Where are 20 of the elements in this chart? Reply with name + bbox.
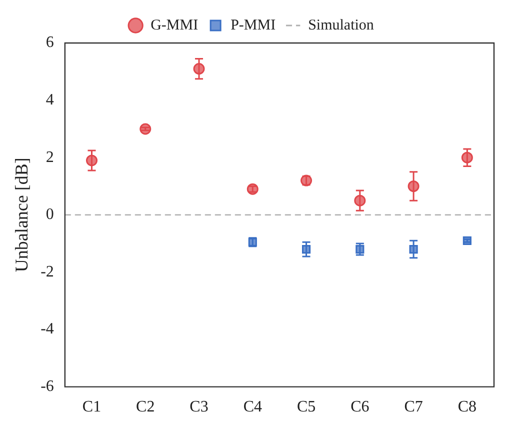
x-tick-label: C7 <box>404 398 423 416</box>
x-tick-label: C1 <box>82 398 102 416</box>
x-tick-label: C5 <box>296 398 316 416</box>
x-tick-label: C8 <box>458 398 477 416</box>
y-tick-label: 2 <box>46 148 54 166</box>
x-tick-label: C2 <box>136 398 155 416</box>
legend-label: P-MMI <box>230 17 276 34</box>
point <box>246 183 258 195</box>
y-axis-title: Unbalance [dB] <box>12 158 32 272</box>
legend-label: Simulation <box>308 17 374 34</box>
y-tick-label: 4 <box>46 92 54 109</box>
y-tick-label: -4 <box>40 320 54 338</box>
legend-label: G-MMI <box>150 17 198 34</box>
y-tick-label: -6 <box>40 378 54 396</box>
y-tick-label: 0 <box>46 206 54 224</box>
x-tick-label: C3 <box>190 398 208 416</box>
x-tick-label: C4 <box>243 398 262 416</box>
x-tick-label: C6 <box>350 398 370 416</box>
y-tick-label: 6 <box>46 34 54 52</box>
y-tick-label: -2 <box>40 263 54 280</box>
